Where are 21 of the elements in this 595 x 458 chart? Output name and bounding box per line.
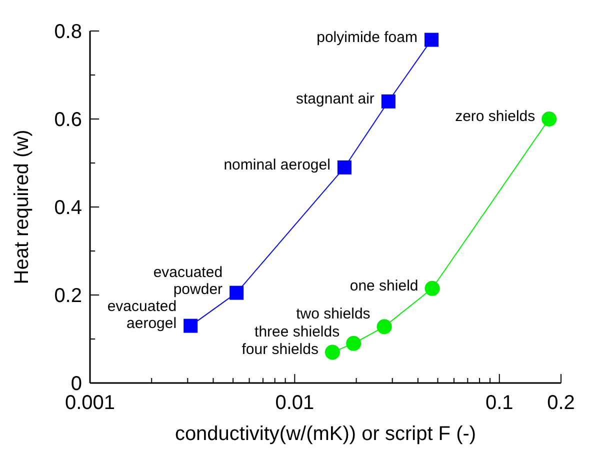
y-axis-title: Heat required (w)	[11, 130, 33, 284]
annotation: two shields	[296, 306, 370, 323]
x-axis-title: conductivity(w/(mK)) or script F (-)	[174, 423, 476, 445]
annotation: three shields	[254, 323, 340, 340]
annotation: four shields	[242, 341, 318, 358]
y-tick-label: 0.8	[54, 21, 82, 43]
x-tick-label: 0.001	[64, 392, 116, 414]
annotation: nominal aerogel	[224, 156, 330, 174]
annotation: zero shields	[455, 108, 536, 125]
y-tick-label: 0.6	[54, 109, 82, 131]
annotation: stagnant air	[296, 90, 374, 108]
annotation: evacuated powder	[153, 264, 223, 298]
x-tick-label: 0.2	[547, 392, 575, 414]
x-tick-label: 0.1	[485, 392, 514, 414]
y-tick-label: 0.2	[54, 285, 82, 307]
x-tick-label: 0.01	[275, 392, 314, 414]
y-tick-label: 0.4	[54, 197, 82, 219]
annotation: one shield	[350, 277, 418, 294]
annotation: polyimide foam	[316, 28, 418, 46]
y-tick-label: 0	[70, 373, 82, 395]
annotation: evacuated aerogel	[107, 298, 177, 332]
